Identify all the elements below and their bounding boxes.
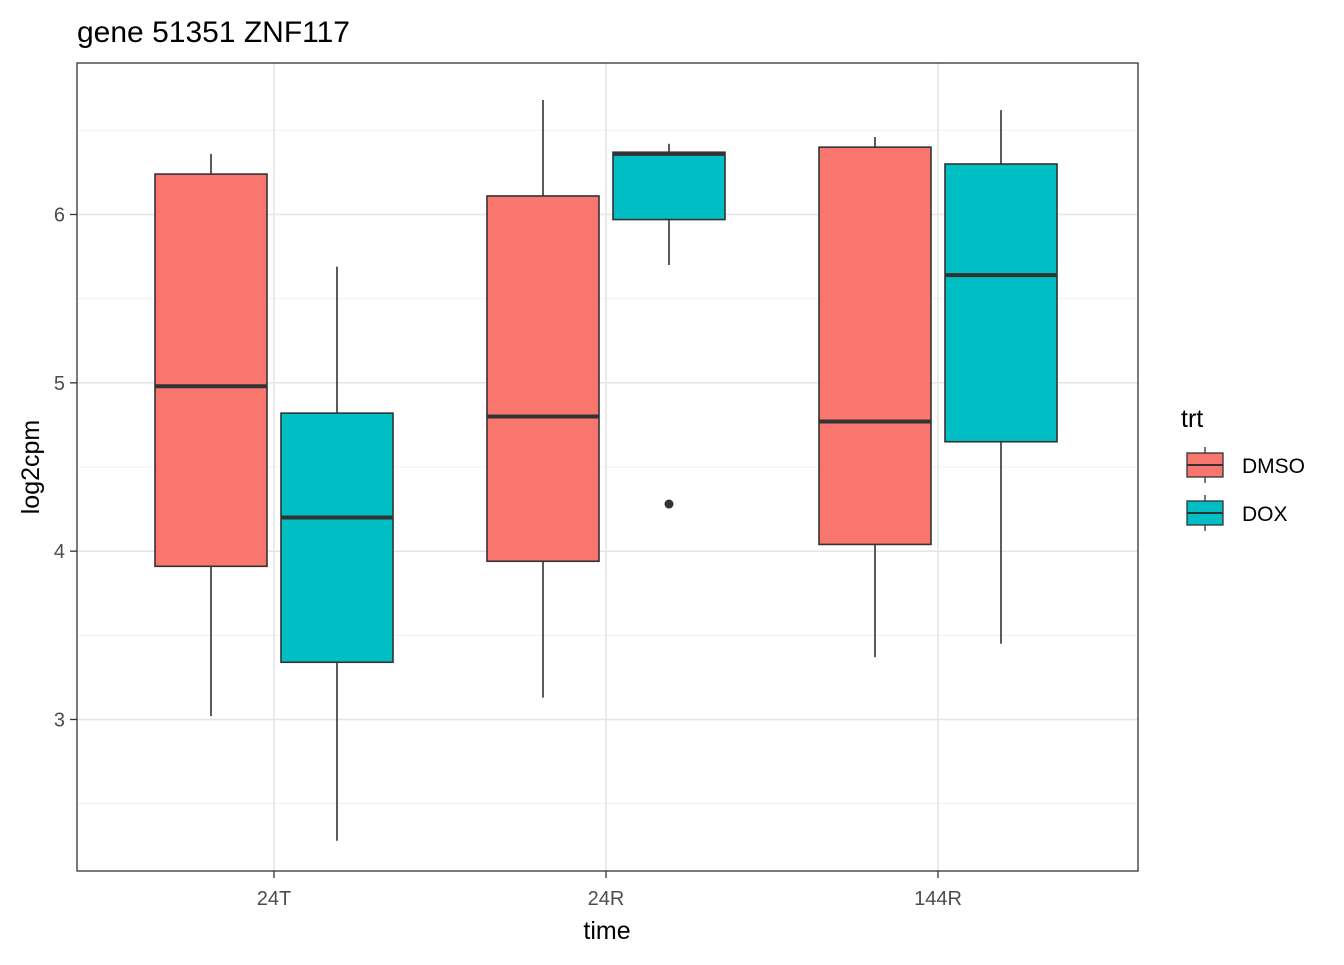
box-dox-144r bbox=[944, 110, 1058, 644]
legend-label: DOX bbox=[1242, 503, 1288, 526]
box-layer bbox=[154, 100, 1058, 841]
box-iqr bbox=[818, 146, 932, 546]
box-dox-24r bbox=[612, 143, 726, 509]
legend: trt DMSO DOX bbox=[1181, 405, 1305, 531]
legend-item-dmso: DMSO bbox=[1186, 447, 1305, 483]
outlier-point bbox=[664, 499, 674, 509]
legend-title: trt bbox=[1181, 405, 1203, 433]
legend-label: DMSO bbox=[1242, 455, 1305, 478]
y-tick-label: 5 bbox=[54, 373, 65, 395]
y-tick-label: 4 bbox=[54, 541, 65, 563]
box-iqr bbox=[154, 173, 268, 568]
box-dox-24t bbox=[280, 266, 394, 841]
box-iqr bbox=[486, 195, 600, 563]
box-iqr bbox=[944, 163, 1058, 443]
x-tick-label: 24T bbox=[257, 888, 291, 910]
plot-border bbox=[76, 62, 1139, 872]
legend-item-dox: DOX bbox=[1186, 495, 1288, 531]
box-dmso-144r bbox=[818, 137, 932, 658]
y-tick-label: 6 bbox=[54, 205, 65, 227]
x-tick-label: 144R bbox=[914, 888, 962, 910]
axis-layer: 3 4 5 6 24T 24R 144R bbox=[54, 205, 962, 911]
chart-title: gene 51351 ZNF117 bbox=[77, 16, 350, 49]
y-axis-title: log2cpm bbox=[17, 420, 45, 515]
box-iqr bbox=[280, 412, 394, 664]
y-tick-label: 3 bbox=[54, 710, 65, 732]
box-dmso-24t bbox=[154, 153, 268, 717]
x-axis-title: time bbox=[583, 917, 630, 945]
x-tick-label: 24R bbox=[588, 888, 625, 910]
box-iqr bbox=[612, 151, 726, 221]
box-dmso-24r bbox=[486, 100, 600, 698]
